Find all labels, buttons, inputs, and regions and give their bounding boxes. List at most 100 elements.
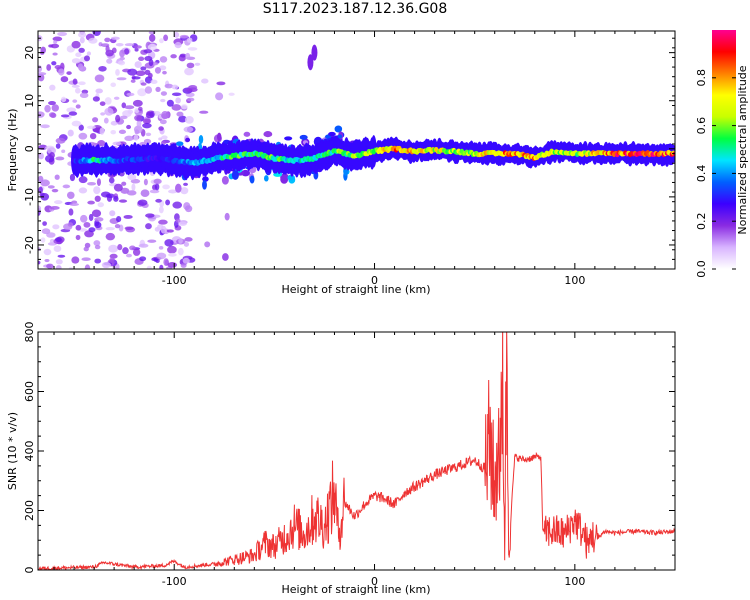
colorbar-tick-label: 0.8 bbox=[695, 69, 708, 87]
spectrogram-noise-mark bbox=[185, 88, 193, 92]
spectrogram-noise-mark bbox=[159, 264, 164, 269]
spectrogram-noise-mark bbox=[72, 99, 78, 103]
spectrogram-noise-mark bbox=[57, 31, 68, 37]
spectrogram-noise-mark bbox=[51, 188, 59, 193]
colorbar-tick-label: 0.2 bbox=[695, 212, 708, 230]
spectrogram-noise-mark bbox=[38, 152, 44, 160]
spectrogram-noise-mark bbox=[171, 84, 179, 90]
spectrogram-noise-mark bbox=[55, 137, 66, 144]
spectrogram-noise-mark bbox=[175, 97, 181, 104]
spectrogram-noise-mark bbox=[115, 42, 124, 47]
spectrogram-noise-mark bbox=[144, 86, 153, 94]
spectrogram-noise-mark bbox=[93, 240, 101, 246]
snr-series-line bbox=[38, 332, 675, 570]
spectrogram-noise-mark bbox=[104, 97, 112, 105]
spectrogram-noise-mark bbox=[51, 61, 57, 66]
spectrogram-noise-mark bbox=[108, 177, 115, 184]
spectrogram-noise-mark bbox=[72, 78, 78, 85]
spectrogram-noise-mark bbox=[38, 260, 41, 265]
spectrogram-noise-mark bbox=[143, 138, 152, 145]
spectrogram-noise-mark bbox=[68, 208, 74, 216]
spectrogram-noise-mark bbox=[79, 36, 85, 44]
spectrogram-noise-mark bbox=[159, 65, 167, 71]
spectrogram-noise-mark bbox=[105, 227, 115, 231]
spectrogram-noise-mark bbox=[140, 66, 147, 71]
spectrogram-noise-mark bbox=[122, 247, 129, 255]
spectrogram-noise-mark bbox=[51, 104, 59, 112]
colorbar: 0.0 0.2 0.4 0.6 0.8 Normalized spectral ampl… bbox=[695, 30, 749, 278]
spectrogram-noise-mark bbox=[135, 70, 146, 77]
snr-y-tick-label: 600 bbox=[23, 381, 36, 402]
spectrogram-noise-mark bbox=[49, 238, 55, 244]
spectrogram-noise-mark bbox=[57, 254, 66, 258]
spectrogram-noise-mark bbox=[147, 239, 157, 243]
spectrogram-noise-mark bbox=[159, 38, 164, 44]
spectrogram-noise-mark bbox=[86, 51, 92, 56]
spectrogram-noise-mark bbox=[131, 76, 141, 80]
spectrogram-noise-mark bbox=[94, 244, 101, 250]
spectrogram-noise-mark bbox=[174, 41, 182, 49]
spectrogram-noise-mark bbox=[84, 264, 91, 269]
spectrogram-blob-mark bbox=[311, 44, 318, 61]
spectrogram-noise-mark bbox=[71, 200, 78, 204]
spectrogram-noise-mark bbox=[134, 45, 142, 49]
spectrogram-scatter-mark bbox=[299, 134, 308, 140]
spectrogram-scatter-mark bbox=[287, 174, 295, 181]
spectrogram-noise-mark bbox=[108, 244, 119, 253]
spectrogram-scatter-mark bbox=[263, 131, 273, 138]
spectrogram-noise-mark bbox=[180, 104, 188, 110]
snr-y-tick-label: 800 bbox=[23, 322, 36, 343]
spectrogram-noise-mark bbox=[166, 229, 174, 233]
spectrogram-noise-mark bbox=[201, 78, 209, 84]
spectrogram-noise-mark bbox=[145, 213, 155, 218]
spectrogram-noise-mark bbox=[133, 134, 139, 141]
spectrogram-noise-mark bbox=[170, 54, 177, 59]
spectrogram-noise-mark bbox=[148, 58, 154, 67]
spectrogram-x-tick-label: 100 bbox=[564, 274, 585, 287]
spectrogram-scatter-mark bbox=[175, 183, 182, 193]
spectrogram-noise-mark bbox=[109, 253, 118, 259]
spectrogram-noise-mark bbox=[168, 252, 177, 257]
spectrogram-noise-mark bbox=[164, 239, 174, 247]
spectrogram-noise-mark bbox=[117, 60, 126, 66]
spectrogram-noise-mark bbox=[94, 74, 105, 83]
spectrogram-noise-mark bbox=[38, 175, 44, 183]
spectrogram-noise-mark bbox=[137, 88, 147, 97]
spectrogram-noise-mark bbox=[55, 259, 63, 265]
spectrogram-noise-mark bbox=[183, 126, 194, 133]
spectrogram-noise-mark bbox=[78, 124, 84, 131]
spectrogram-noise-mark bbox=[52, 224, 60, 230]
spectrogram-noise-mark bbox=[100, 112, 106, 116]
spectrogram-noise-mark bbox=[75, 234, 81, 240]
spectrogram-noise-mark bbox=[184, 205, 193, 213]
spectrogram-noise-mark bbox=[187, 47, 198, 51]
spectrogram-noise-mark bbox=[127, 68, 138, 76]
spectrogram-noise-mark bbox=[75, 104, 81, 109]
spectrogram-noise-mark bbox=[186, 97, 195, 102]
spectrogram-noise-mark bbox=[110, 120, 118, 126]
spectrogram-noise-mark bbox=[112, 141, 122, 146]
spectrogram-noise-mark bbox=[47, 185, 55, 189]
spectrogram-noise-mark bbox=[176, 111, 184, 117]
spectrogram-noise-mark bbox=[115, 114, 121, 123]
spectrogram-noise-mark bbox=[104, 107, 114, 116]
spectrogram-noise-mark bbox=[145, 132, 152, 137]
spectrogram-noise-mark bbox=[38, 73, 45, 82]
spectrogram-noise-mark bbox=[222, 253, 229, 261]
spectrogram-noise-mark bbox=[168, 189, 178, 194]
spectrogram-noise-mark bbox=[160, 225, 167, 234]
spectrogram-y-axis-label: Frequency (Hz) bbox=[6, 109, 19, 192]
spectrogram-noise-mark bbox=[67, 129, 74, 137]
spectrogram-noise-mark bbox=[124, 105, 135, 110]
spectrogram-noise-mark bbox=[216, 81, 226, 86]
spectrogram-noise-mark bbox=[89, 132, 97, 140]
spectrogram-noise-mark bbox=[122, 110, 132, 118]
spectrogram-x-tick-label: -100 bbox=[162, 274, 187, 287]
spectrogram-noise-mark bbox=[78, 176, 88, 184]
spectrogram-noise-mark bbox=[148, 72, 153, 79]
spectrogram-noise-mark bbox=[55, 143, 61, 149]
spectrogram-noise-mark bbox=[53, 245, 62, 253]
spectrogram-scatter-mark bbox=[337, 134, 343, 139]
spectrogram-noise-mark bbox=[87, 200, 95, 205]
